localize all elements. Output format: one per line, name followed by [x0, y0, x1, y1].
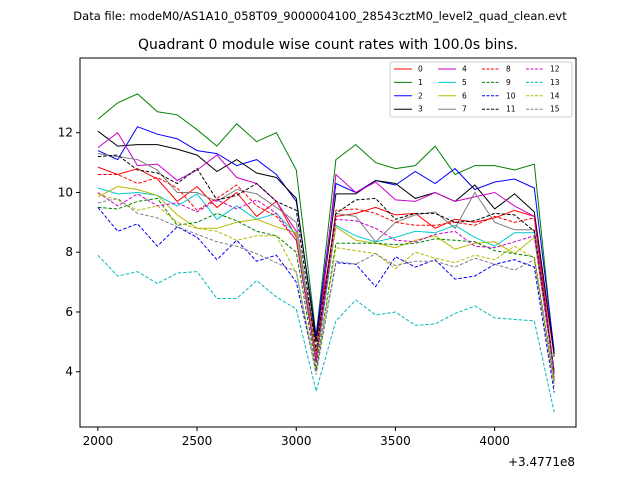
- legend-label-15: 15: [550, 105, 560, 114]
- legend-label-9: 9: [506, 78, 511, 87]
- x-tick-label: 2500: [182, 434, 213, 448]
- legend-label-12: 12: [550, 65, 560, 74]
- legend-label-14: 14: [550, 91, 560, 100]
- series-line-10: [97, 207, 555, 393]
- plot-frame: [79, 57, 577, 428]
- legend-label-1: 1: [418, 78, 423, 87]
- legend-label-6: 6: [462, 91, 467, 100]
- ticks-layer: 2000 2500 3000 3500 4000 4 6 8 10 12: [58, 126, 510, 448]
- series-line-7: [97, 153, 555, 372]
- y-tick-label: 10: [58, 185, 73, 199]
- y-tick-label: 8: [65, 245, 73, 259]
- x-tick-label: 3500: [380, 434, 411, 448]
- series-line-8: [97, 174, 555, 378]
- y-tick-label: 6: [65, 305, 73, 319]
- legend-label-10: 10: [506, 91, 516, 100]
- series-layer: [97, 93, 555, 413]
- y-tick-label: 12: [58, 126, 73, 140]
- legend-label-2: 2: [418, 91, 423, 100]
- legend-label-11: 11: [506, 105, 516, 114]
- series-line-1: [97, 93, 555, 357]
- y-tick-label: 4: [65, 365, 73, 379]
- legend-label-3: 3: [418, 105, 423, 114]
- x-tick-label: 3000: [281, 434, 312, 448]
- series-line-15: [97, 197, 555, 387]
- legend-label-8: 8: [506, 65, 511, 74]
- series-line-12: [97, 192, 555, 375]
- legend-label-5: 5: [462, 78, 467, 87]
- legend-label-7: 7: [462, 105, 467, 114]
- series-line-0: [97, 166, 555, 357]
- series-line-4: [97, 131, 555, 372]
- chart-suptitle: Data file: modeM0/AS1A10_058T09_90000041…: [73, 9, 567, 23]
- series-line-11: [97, 154, 555, 372]
- x-offset-label: +3.4771e8: [508, 455, 575, 469]
- x-tick-label: 4000: [479, 434, 510, 448]
- series-line-14: [97, 193, 555, 384]
- legend-label-0: 0: [418, 65, 423, 74]
- x-tick-label: 2000: [83, 434, 114, 448]
- legend-box: [389, 61, 573, 118]
- series-line-13: [97, 254, 555, 413]
- legend-label-13: 13: [550, 78, 560, 87]
- legend-label-4: 4: [462, 65, 467, 74]
- chart-title: Quadrant 0 module wise count rates with …: [138, 37, 518, 53]
